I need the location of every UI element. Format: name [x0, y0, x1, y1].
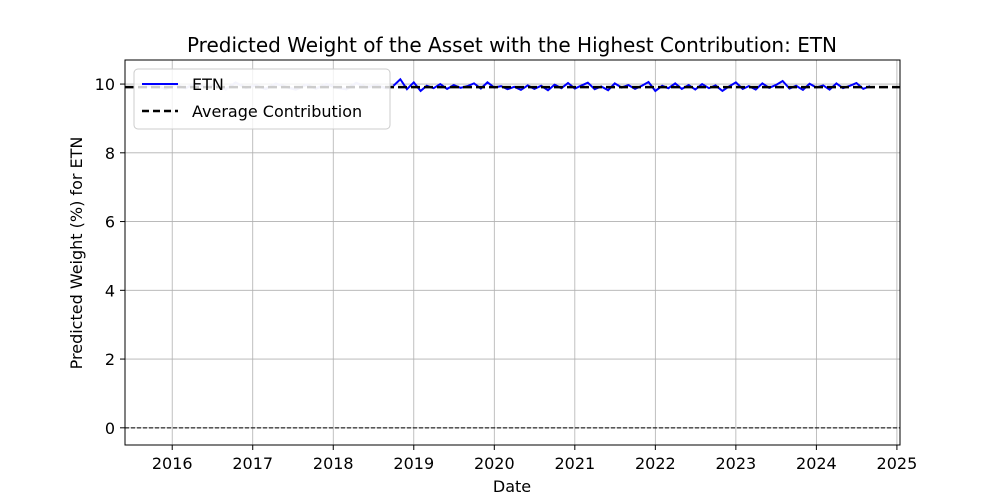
- x-tick-label: 2021: [554, 454, 595, 473]
- legend-box: [133, 68, 391, 130]
- axes: 2016 2017 2018 2019 2020 2021 2022 2023 2024 2025…: [95, 59, 918, 473]
- x-tick-label: 2018: [313, 454, 354, 473]
- x-tick-label: 2016: [152, 454, 193, 473]
- x-axis-label: Date: [493, 477, 531, 496]
- y-tick-label: 0: [105, 419, 115, 438]
- x-tick-label: 2023: [716, 454, 757, 473]
- legend-etn-label: ETN: [192, 75, 224, 94]
- y-tick-label: 6: [105, 213, 115, 232]
- plot-frame: [124, 59, 901, 446]
- y-tick-label: 2: [105, 350, 115, 369]
- y-tick-label: 8: [105, 144, 115, 163]
- legend-average-label: Average Contribution: [192, 102, 362, 121]
- x-tick-label: 2022: [635, 454, 676, 473]
- x-tick-label: 2020: [474, 454, 515, 473]
- y-tick-label: 4: [105, 281, 115, 300]
- x-tick-label: 2017: [232, 454, 273, 473]
- chart-title: Predicted Weight of the Asset with the H…: [187, 33, 837, 57]
- y-tick-label: 10: [95, 75, 115, 94]
- y-axis-label: Predicted Weight (%) for ETN: [67, 137, 86, 370]
- x-tick-label: 2024: [796, 454, 837, 473]
- legend: ETN Average Contribution: [133, 68, 391, 130]
- x-tick-label: 2019: [393, 454, 434, 473]
- x-tick-label: 2025: [877, 454, 918, 473]
